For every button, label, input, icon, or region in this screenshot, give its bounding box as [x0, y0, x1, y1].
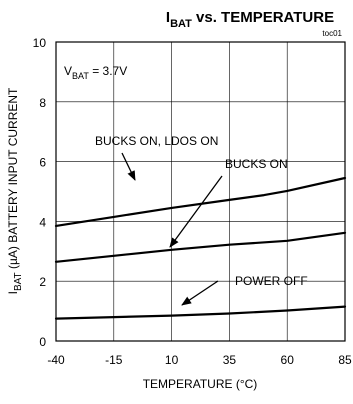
- grid: [55, 41, 346, 342]
- plot-area-frame: [55, 41, 346, 342]
- chart-title: IBAT vs. TEMPERATURE: [166, 9, 334, 30]
- series-line-2: [54, 231, 347, 263]
- arrow-bucks-on-ldos-on: [121, 152, 136, 181]
- x-tick-label: 10: [165, 353, 179, 367]
- x-tick-label: -40: [47, 353, 65, 367]
- condition-label: VBAT = 3.7V: [64, 64, 127, 81]
- y-axis-label: IBAT (µA) BATTERY INPUT CURRENT: [6, 87, 24, 294]
- series-label-power-off: POWER OFF: [235, 274, 308, 288]
- series-label-bucks-on: BUCKS ON: [225, 157, 288, 171]
- y-tick-label: 2: [39, 275, 46, 289]
- series-group: [54, 176, 347, 320]
- x-tick-label: 85: [338, 353, 352, 367]
- x-tick-label: 35: [223, 353, 237, 367]
- x-axis-label: TEMPERATURE (°C): [143, 377, 258, 391]
- figure-id: toc01: [322, 29, 342, 38]
- series-line-3: [54, 305, 347, 320]
- arrow-power-off: [181, 280, 219, 306]
- x-tick-label: 60: [281, 353, 295, 367]
- y-axis-ticks: 0 2 4 6 8 10: [33, 36, 47, 349]
- x-tick-label: -15: [105, 353, 123, 367]
- arrow-bucks-on: [169, 175, 223, 248]
- y-tick-label: 10: [33, 36, 47, 50]
- series-label-bucks-on-ldos-on: BUCKS ON, LDOS ON: [95, 134, 218, 148]
- series-line-1: [54, 176, 347, 227]
- y-tick-label: 8: [39, 96, 46, 110]
- x-axis-ticks: -40 -15 10 35 60 85: [47, 353, 352, 367]
- y-tick-label: 0: [39, 335, 46, 349]
- y-tick-label: 4: [39, 215, 46, 229]
- y-tick-label: 6: [39, 156, 46, 170]
